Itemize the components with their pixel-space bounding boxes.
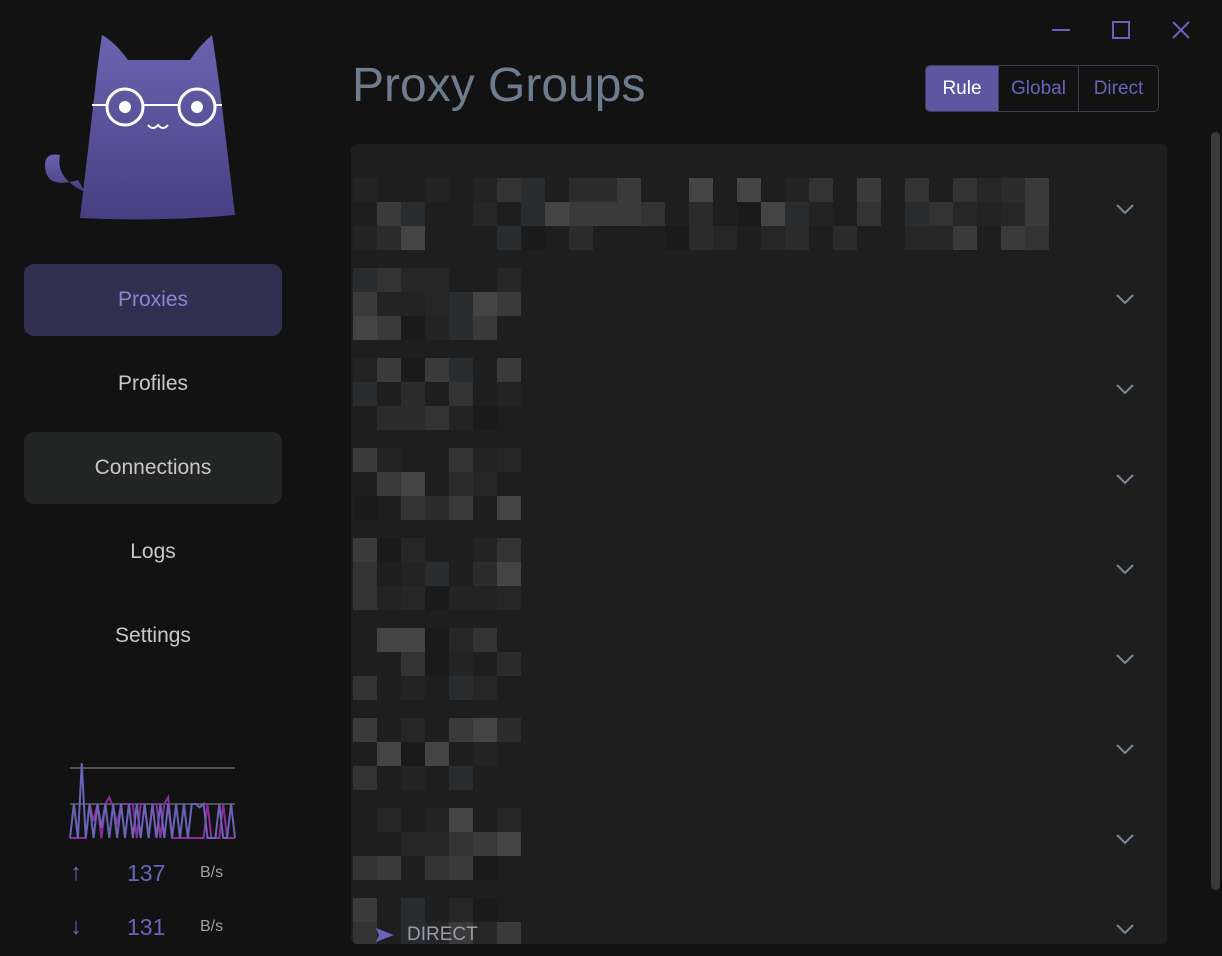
mode-rule-button[interactable]: Rule bbox=[926, 66, 998, 111]
chevron-down-icon[interactable] bbox=[1115, 563, 1135, 575]
proxy-group-row[interactable] bbox=[351, 786, 1167, 880]
selected-proxy: DIRECT bbox=[375, 924, 478, 944]
proxy-group-row[interactable] bbox=[351, 876, 1167, 944]
sidebar-item-connections[interactable]: Connections bbox=[24, 432, 282, 504]
mode-direct-button[interactable]: Direct bbox=[1078, 66, 1158, 111]
sidebar-item-logs[interactable]: Logs bbox=[24, 516, 282, 588]
send-icon bbox=[376, 928, 394, 942]
mode-global-button[interactable]: Global bbox=[998, 66, 1078, 111]
sidebar-item-profiles[interactable]: Profiles bbox=[24, 348, 282, 420]
arrow-down-icon: ↓ bbox=[70, 913, 82, 940]
chevron-down-icon[interactable] bbox=[1115, 743, 1135, 755]
sidebar-item-label: Logs bbox=[130, 540, 176, 563]
cat-logo bbox=[45, 35, 235, 220]
proxy-group-row[interactable] bbox=[351, 516, 1167, 610]
chevron-down-icon[interactable] bbox=[1115, 473, 1135, 485]
download-unit: B/s bbox=[200, 918, 224, 935]
proxy-group-list: DIRECT bbox=[351, 144, 1167, 944]
chevron-down-icon[interactable] bbox=[1115, 653, 1135, 665]
proxy-group-row[interactable] bbox=[351, 336, 1167, 430]
sidebar-item-label: Proxies bbox=[117, 288, 189, 311]
maximize-icon[interactable] bbox=[1109, 18, 1133, 42]
upload-unit: B/s bbox=[200, 864, 224, 881]
traffic-graph bbox=[69, 763, 236, 839]
proxy-group-row[interactable] bbox=[351, 156, 1167, 250]
proxy-group-row[interactable] bbox=[351, 606, 1167, 700]
upload-history-line bbox=[69, 763, 236, 839]
sidebar-item-label: Profiles bbox=[117, 372, 189, 395]
proxy-group-row[interactable] bbox=[351, 246, 1167, 340]
close-icon[interactable] bbox=[1169, 18, 1193, 42]
scrollbar[interactable] bbox=[1211, 132, 1220, 890]
sidebar-item-settings[interactable]: Settings bbox=[24, 600, 282, 672]
page-title: Proxy Groups bbox=[352, 59, 646, 112]
download-value: 131 bbox=[127, 913, 166, 940]
chevron-down-icon[interactable] bbox=[1115, 923, 1135, 935]
sidebar-item-proxies[interactable]: Proxies bbox=[24, 264, 282, 336]
minimize-icon[interactable] bbox=[1049, 18, 1073, 42]
mode-switch: Rule Global Direct bbox=[925, 65, 1159, 112]
selected-proxy-name: DIRECT bbox=[407, 924, 478, 944]
chevron-down-icon[interactable] bbox=[1115, 383, 1135, 395]
chevron-down-icon[interactable] bbox=[1115, 833, 1135, 845]
proxy-group-row[interactable] bbox=[351, 426, 1167, 520]
proxy-group-row[interactable] bbox=[351, 696, 1167, 790]
sidebar-item-label: Settings bbox=[115, 624, 191, 647]
upload-value: 137 bbox=[127, 859, 166, 886]
arrow-up-icon: ↑ bbox=[70, 859, 82, 886]
chevron-down-icon[interactable] bbox=[1115, 203, 1135, 215]
upload-speed: ↑ 137 B/s bbox=[70, 858, 250, 888]
sidebar: Proxies Profiles Connections Logs Settin… bbox=[0, 0, 306, 956]
sidebar-item-label: Connections bbox=[94, 456, 212, 479]
download-speed: ↓ 131 B/s bbox=[70, 912, 250, 942]
chevron-down-icon[interactable] bbox=[1115, 293, 1135, 305]
